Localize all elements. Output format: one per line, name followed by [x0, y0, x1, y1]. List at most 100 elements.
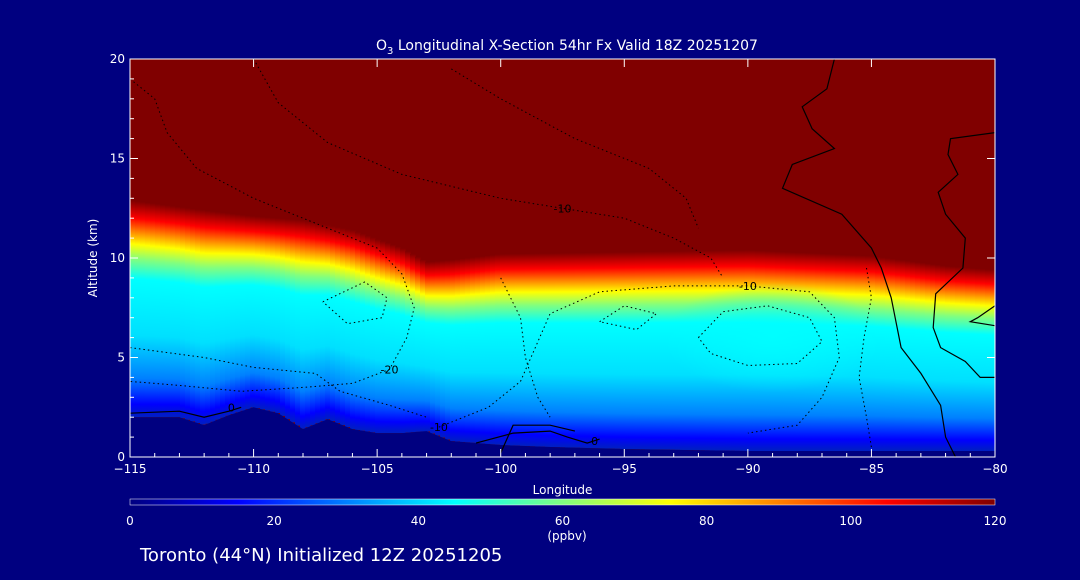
field-column [255, 216, 261, 409]
field-column [190, 208, 196, 422]
field-column [395, 246, 401, 434]
field-column [175, 206, 181, 418]
field-column [390, 244, 396, 434]
field-column [495, 254, 501, 445]
field-column [350, 230, 356, 430]
field-column [435, 261, 441, 436]
field-column [610, 252, 616, 449]
field-column [485, 255, 491, 444]
plot-area [130, 59, 995, 457]
field-column [525, 253, 531, 447]
field-column [930, 264, 936, 452]
contour-minus20 [130, 78, 415, 392]
field-column [880, 257, 886, 452]
field-column [920, 262, 926, 452]
terrain-mask [130, 407, 995, 457]
y-tick-label: 0 [117, 450, 125, 464]
field-column [445, 260, 451, 440]
field-column [380, 241, 386, 434]
contour-label: -10 [554, 202, 572, 215]
zero-contour-far-east [932, 132, 995, 378]
field-column [580, 252, 586, 448]
field-column [585, 252, 591, 449]
field-column [225, 213, 231, 416]
field-column [130, 200, 136, 418]
field-column [145, 202, 151, 418]
field-column [520, 253, 526, 446]
contour-label: -10 [430, 421, 448, 434]
field-column [230, 213, 236, 415]
field-column [260, 216, 266, 410]
field-column [455, 259, 461, 442]
colorbar-unit-label: (ppbv) [547, 529, 586, 543]
field-column [655, 251, 661, 450]
field-column [545, 253, 551, 447]
field-column [375, 239, 381, 434]
contour-lines [130, 59, 995, 457]
field-column [960, 267, 966, 452]
field-column [600, 252, 606, 449]
title-species-subscript: 3 [387, 46, 393, 57]
field-column [650, 251, 656, 450]
x-axis: −115 −110 −105 −100 −95 −90 −85 −80 [114, 59, 1008, 476]
zero-contour-east [781, 59, 957, 457]
field-column [425, 261, 431, 432]
field-column [470, 257, 476, 443]
field-column [975, 268, 981, 452]
colorbar-gradient [129, 498, 996, 506]
field-column [140, 201, 146, 418]
field-column [500, 253, 506, 446]
field-column [565, 252, 571, 448]
y-tick-label: 10 [110, 251, 125, 265]
field-column [170, 205, 176, 418]
colorbar: 0 20 40 60 80 100 120 [126, 498, 1006, 528]
field-column [270, 217, 276, 412]
field-column [980, 268, 986, 452]
low-ozone-core [662, 282, 883, 393]
field-column [950, 266, 956, 452]
y-tick-label: 5 [117, 351, 125, 365]
field-column [890, 258, 896, 452]
field-column [320, 224, 326, 422]
field-column [660, 251, 666, 450]
field-column [970, 268, 976, 452]
title-rest: Longitudinal X-Section 54hr Fx Valid 18Z… [393, 38, 758, 54]
field-column [955, 266, 961, 452]
field-column [620, 252, 626, 449]
field-column [465, 258, 471, 443]
field-column [165, 205, 171, 418]
field-column [300, 220, 306, 429]
field-column [480, 256, 486, 444]
field-column [875, 256, 881, 452]
colorbar-tick-label: 100 [839, 514, 862, 528]
field-column [640, 251, 646, 450]
field-column [490, 255, 496, 445]
field-column [250, 216, 256, 408]
x-tick-label: −110 [237, 462, 270, 476]
contour-minus10-upper-2 [451, 68, 699, 229]
field-column [155, 203, 161, 418]
x-tick-label: −95 [612, 462, 637, 476]
field-column [915, 262, 921, 452]
field-column [505, 253, 511, 446]
field-column [205, 210, 211, 424]
field-column [440, 260, 446, 438]
y-tick-label: 15 [110, 152, 125, 166]
field-column [935, 264, 941, 452]
x-axis-label: Longitude [533, 483, 593, 497]
y-tick-label: 20 [110, 52, 125, 66]
field-column [295, 219, 301, 426]
field-column [195, 209, 201, 424]
field-column [945, 266, 951, 452]
field-column [985, 269, 991, 452]
field-column [200, 210, 206, 425]
field-column [215, 211, 221, 420]
field-column [460, 258, 466, 442]
field-column [990, 269, 995, 452]
field-column [370, 237, 376, 433]
y-axis-label: Altitude (km) [86, 219, 100, 298]
field-column [340, 228, 346, 426]
field-column [515, 253, 521, 446]
x-tick-label: −90 [735, 462, 760, 476]
field-column [885, 258, 891, 452]
